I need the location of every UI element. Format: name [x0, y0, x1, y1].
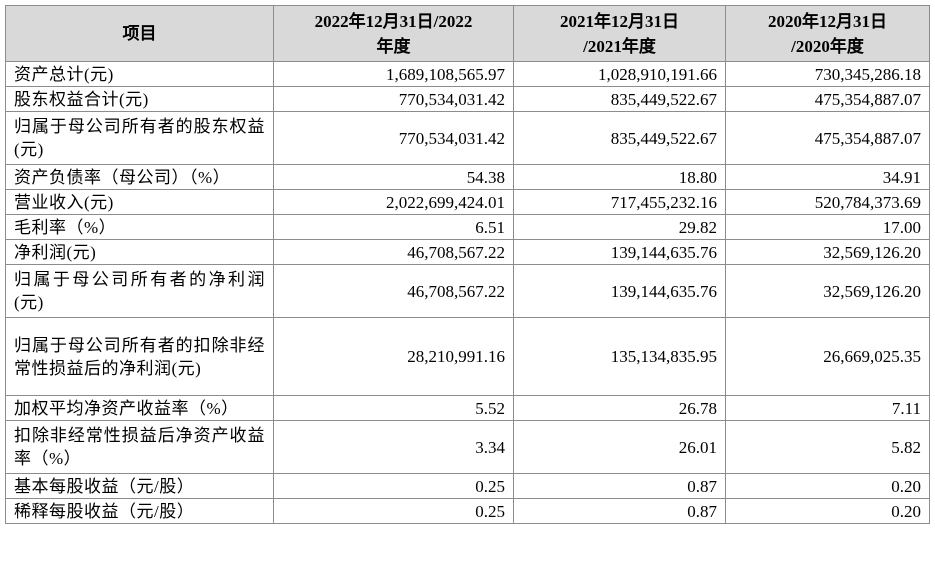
cell-2022: 0.25 [273, 498, 514, 524]
table-row: 资产总计(元) 1,689,108,565.97 1,028,910,191.6… [5, 61, 930, 87]
cell-2020: 520,784,373.69 [725, 189, 930, 215]
header-2020-line2: /2020年度 [791, 36, 864, 56]
row-label: 加权平均净资产收益率（%） [5, 395, 274, 421]
header-item-label: 项目 [122, 24, 157, 43]
header-2020: 2020年12月31日 /2020年度 [725, 5, 930, 62]
cell-2021: 139,144,635.76 [513, 239, 726, 265]
table-row: 稀释每股收益（元/股） 0.25 0.87 0.20 [5, 498, 930, 524]
table-row: 股东权益合计(元) 770,534,031.42 835,449,522.67 … [5, 86, 930, 112]
cell-2020: 5.82 [725, 420, 930, 474]
cell-2020: 17.00 [725, 214, 930, 240]
cell-2020: 7.11 [725, 395, 930, 421]
cell-2022: 1,689,108,565.97 [273, 61, 514, 87]
table-row: 基本每股收益（元/股） 0.25 0.87 0.20 [5, 473, 930, 499]
header-2021: 2021年12月31日 /2021年度 [513, 5, 726, 62]
cell-2020: 475,354,887.07 [725, 111, 930, 165]
header-2020-line1: 2020年12月31日 [768, 11, 887, 31]
header-2021-line2: /2021年度 [583, 36, 656, 56]
header-2022-line1: 2022年12月31日/2022 [314, 11, 473, 31]
cell-2021: 717,455,232.16 [513, 189, 726, 215]
table-row: 净利润(元) 46,708,567.22 139,144,635.76 32,5… [5, 239, 930, 265]
row-label: 净利润(元) [5, 239, 274, 265]
cell-2022: 2,022,699,424.01 [273, 189, 514, 215]
cell-2021: 835,449,522.67 [513, 111, 726, 165]
row-label: 股东权益合计(元) [5, 86, 274, 112]
financial-table-container: 项目 2022年12月31日/2022 年度 2021年12月31日 /2021… [5, 5, 930, 524]
cell-2021: 0.87 [513, 473, 726, 499]
table-row: 扣除非经常性损益后净资产收益率（%） 3.34 26.01 5.82 [5, 420, 930, 474]
row-label: 资产总计(元) [5, 61, 274, 87]
table-row: 归属于母公司所有者的扣除非经常性损益后的净利润(元) 28,210,991.16… [5, 317, 930, 396]
cell-2020: 34.91 [725, 164, 930, 190]
cell-2021: 26.78 [513, 395, 726, 421]
cell-2022: 5.52 [273, 395, 514, 421]
cell-2021: 835,449,522.67 [513, 86, 726, 112]
row-label: 归属于母公司所有者的扣除非经常性损益后的净利润(元) [5, 317, 274, 396]
row-label: 营业收入(元) [5, 189, 274, 215]
cell-2021: 0.87 [513, 498, 726, 524]
financial-summary-table: 项目 2022年12月31日/2022 年度 2021年12月31日 /2021… [5, 5, 930, 524]
cell-2021: 1,028,910,191.66 [513, 61, 726, 87]
cell-2021: 29.82 [513, 214, 726, 240]
cell-2020: 0.20 [725, 473, 930, 499]
cell-2022: 0.25 [273, 473, 514, 499]
cell-2022: 770,534,031.42 [273, 111, 514, 165]
table-row: 加权平均净资产收益率（%） 5.52 26.78 7.11 [5, 395, 930, 421]
cell-2022: 46,708,567.22 [273, 264, 514, 318]
cell-2021: 139,144,635.76 [513, 264, 726, 318]
header-2021-line1: 2021年12月31日 [560, 11, 679, 31]
cell-2021: 135,134,835.95 [513, 317, 726, 396]
row-label: 资产负债率（母公司）（%） [5, 164, 274, 190]
cell-2022: 770,534,031.42 [273, 86, 514, 112]
cell-2020: 0.20 [725, 498, 930, 524]
row-label: 扣除非经常性损益后净资产收益率（%） [5, 420, 274, 474]
header-2022: 2022年12月31日/2022 年度 [273, 5, 514, 62]
table-row: 毛利率（%） 6.51 29.82 17.00 [5, 214, 930, 240]
cell-2022: 6.51 [273, 214, 514, 240]
table-row: 归属于母公司所有者的股东权益(元) 770,534,031.42 835,449… [5, 111, 930, 165]
row-label: 归属于母公司所有者的净利润(元) [5, 264, 274, 318]
cell-2020: 475,354,887.07 [725, 86, 930, 112]
cell-2020: 32,569,126.20 [725, 264, 930, 318]
cell-2021: 18.80 [513, 164, 726, 190]
row-label: 稀释每股收益（元/股） [5, 498, 274, 524]
table-row: 营业收入(元) 2,022,699,424.01 717,455,232.16 … [5, 189, 930, 215]
cell-2022: 28,210,991.16 [273, 317, 514, 396]
header-item: 项目 [5, 5, 274, 62]
cell-2022: 54.38 [273, 164, 514, 190]
cell-2022: 3.34 [273, 420, 514, 474]
row-label: 毛利率（%） [5, 214, 274, 240]
table-header-row: 项目 2022年12月31日/2022 年度 2021年12月31日 /2021… [5, 5, 930, 62]
cell-2020: 26,669,025.35 [725, 317, 930, 396]
row-label: 归属于母公司所有者的股东权益(元) [5, 111, 274, 165]
header-2022-line2: 年度 [376, 36, 411, 56]
cell-2021: 26.01 [513, 420, 726, 474]
table-row: 资产负债率（母公司）（%） 54.38 18.80 34.91 [5, 164, 930, 190]
table-row: 归属于母公司所有者的净利润(元) 46,708,567.22 139,144,6… [5, 264, 930, 318]
cell-2020: 730,345,286.18 [725, 61, 930, 87]
cell-2022: 46,708,567.22 [273, 239, 514, 265]
cell-2020: 32,569,126.20 [725, 239, 930, 265]
row-label: 基本每股收益（元/股） [5, 473, 274, 499]
